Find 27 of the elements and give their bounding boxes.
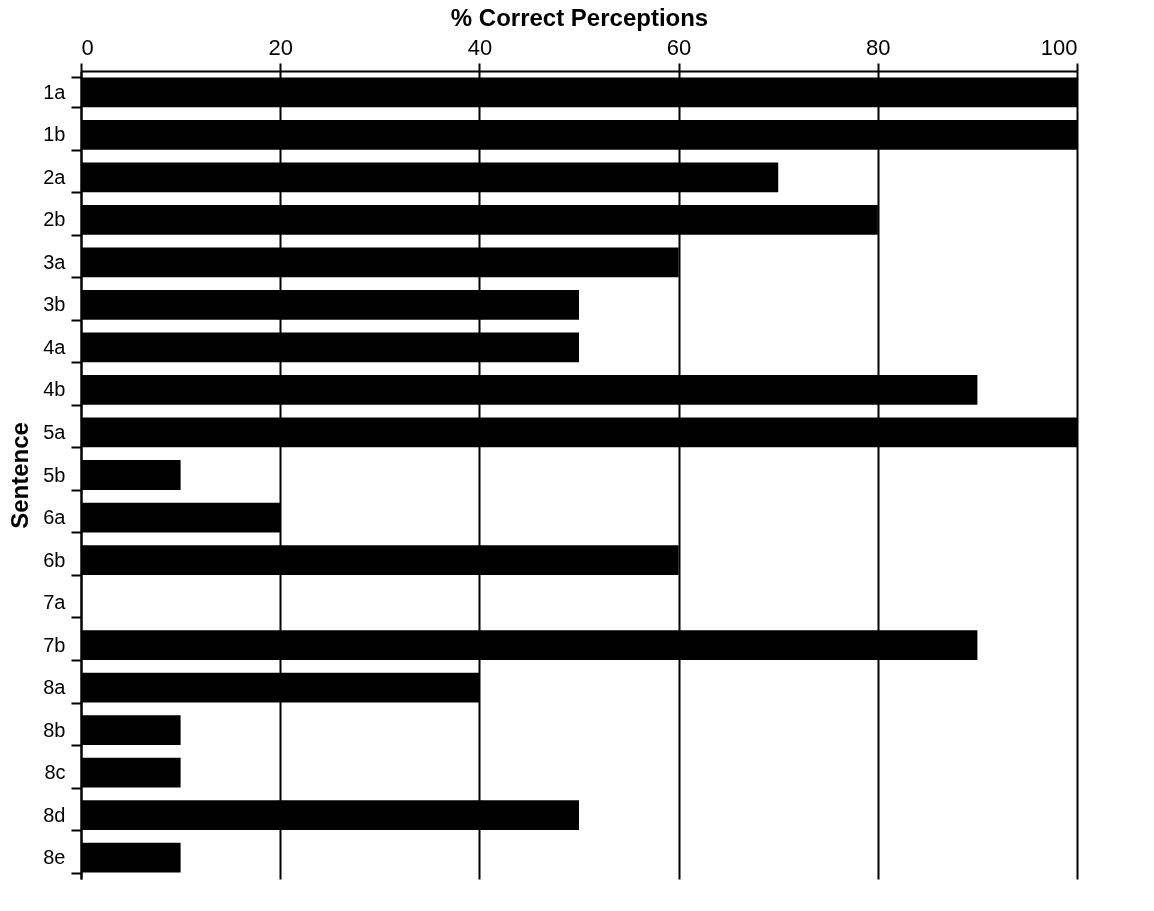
y-axis-title: Sentence [6,422,34,529]
y-tick-label: 2a [43,165,67,188]
x-tick-label: 100 [1040,34,1078,60]
y-tick-label: 7b [43,633,66,656]
x-tick-label: 20 [268,34,293,60]
x-tick-label: 40 [467,34,493,60]
y-tick-label: 4b [43,378,66,401]
y-tick-label: 5a [43,420,67,443]
y-tick-label: 8d [43,803,66,826]
y-tick-label: 4a [43,335,67,358]
y-tick-label: 8e [43,846,66,869]
y-tick-label: 6b [43,548,66,571]
y-tick-label: 2b [43,208,66,231]
y-tick-label: 8c [44,761,66,784]
x-axis-title: % Correct Perceptions [450,3,709,31]
y-tick-label: 8a [43,676,67,699]
y-tick-label: 7a [43,591,67,614]
y-tick-label: 3a [43,250,67,273]
y-tick-label: 5b [43,463,66,486]
y-tick-label: 1a [43,80,67,103]
y-tick-label: 6a [43,506,67,529]
y-tick-label: 3b [43,293,66,316]
x-tick-label: 60 [666,34,692,60]
y-tick-label: 1b [43,123,66,146]
x-tick-label: 80 [866,34,891,60]
y-tick-label: 8b [43,718,66,741]
x-tick-label: 0 [81,34,94,60]
